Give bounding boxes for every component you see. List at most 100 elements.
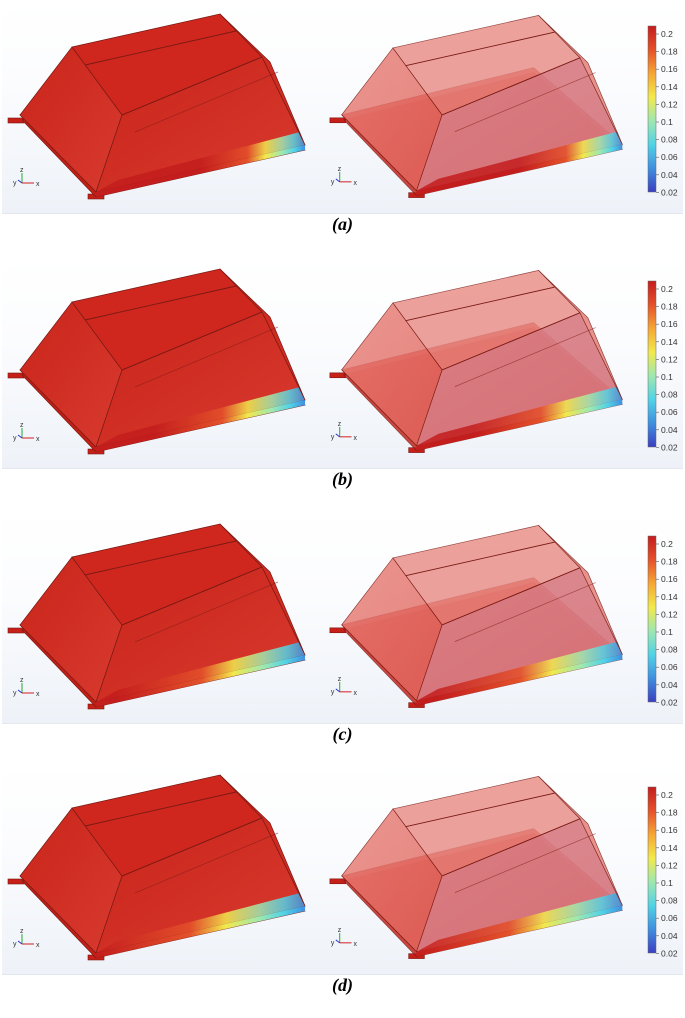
right-face — [538, 270, 623, 400]
colorbar: 0.2 0.18 0.16 0.14 0.12 0.1 0.08 0.06 0.04 0.02 — [647, 535, 678, 706]
colorbar-tick-label: 0.04 — [661, 931, 678, 941]
axis-y-label: y — [331, 179, 335, 186]
axis-triad: zy x — [331, 927, 358, 948]
colorbar-tick-label: 0.16 — [661, 64, 678, 74]
colorbar-tick-label: 0.18 — [661, 302, 678, 312]
colorbar-tick-label: 0.08 — [661, 645, 678, 655]
axis-y-label: y — [13, 180, 17, 187]
colorbar-tick-label: 0.14 — [661, 592, 678, 602]
right-face — [219, 774, 306, 907]
colorbar-tick-label: 0.06 — [661, 152, 678, 162]
right-face — [219, 268, 306, 401]
axis-z-label: z — [20, 167, 24, 174]
colorbar-legend: 0.2 0.18 0.16 0.14 0.12 0.1 0.08 0.06 0.04 0.02 — [640, 534, 685, 706]
colorbar-tick-label: 0.08 — [661, 896, 678, 906]
colorbar-tick-label: 0.02 — [661, 187, 678, 196]
cold-gradient-band — [416, 641, 623, 701]
subfigure-caption: (c) — [332, 724, 353, 744]
colorbar-tick-label: 0.04 — [661, 425, 678, 435]
subfigure-panel: z y x z y x 0.2 0.18 0.16 0.14 0.12 0.1 0.08 0.06 0.04… — [0, 763, 685, 1018]
colorbar-tick-label: 0.1 — [661, 627, 673, 637]
cold-gradient-band — [416, 892, 623, 952]
colorbar: 0.2 0.18 0.16 0.14 0.12 0.1 0.08 0.06 0.04 0.02 — [647, 786, 678, 957]
axis-z-label: z — [338, 927, 342, 934]
inlet-pin — [7, 627, 25, 634]
axis-x-label: x — [36, 181, 40, 188]
colorbar-tick-label: 0.06 — [661, 662, 678, 672]
colorbar-tick-label: 0.18 — [661, 47, 678, 57]
colorbar-tick-label: 0.08 — [661, 135, 678, 145]
cold-gradient-band — [416, 131, 623, 191]
subfigure-caption: (b) — [332, 469, 353, 489]
colorbar-tick-label: 0.12 — [661, 99, 678, 109]
inlet-pin — [7, 117, 25, 124]
cold-edge-strip — [416, 144, 623, 196]
axis-triad: zy x — [331, 421, 358, 442]
colorbar-tick-label: 0.18 — [661, 808, 678, 818]
colorbar-tick-label: 0.12 — [661, 609, 678, 619]
colorbar-tick-label: 0.04 — [661, 680, 678, 690]
cold-gradient-band — [96, 893, 305, 953]
colorbar-tick-label: 0.1 — [661, 372, 673, 382]
axis-y-label: y — [13, 690, 17, 697]
axis-triad: zy x — [13, 167, 40, 188]
tray-model-solid — [7, 523, 306, 710]
tray-model-transparent — [329, 776, 624, 959]
colorbar-gradient — [647, 535, 657, 703]
colorbar-tick-label: 0.2 — [661, 790, 673, 800]
tray-model-transparent — [329, 525, 624, 708]
inlet-pin — [329, 878, 346, 885]
inlet-pin — [329, 627, 346, 634]
tray-model-solid — [7, 13, 306, 200]
right-face — [538, 15, 623, 145]
colorbar-gradient — [647, 25, 657, 193]
axis-y-label: y — [331, 689, 335, 696]
axis-x-label: x — [354, 180, 358, 187]
subfigure-caption: (a) — [332, 214, 353, 234]
colorbar-tick-label: 0.14 — [661, 337, 678, 347]
subfigure-caption: (d) — [332, 975, 353, 995]
axis-x-label: x — [354, 435, 358, 442]
cold-gradient-band — [416, 386, 623, 446]
cold-gradient-band — [96, 387, 305, 447]
colorbar-tick-label: 0.12 — [661, 354, 678, 364]
axis-z-label: z — [20, 928, 24, 935]
axis-z-label: z — [338, 676, 342, 683]
colorbar-tick-label: 0.02 — [661, 442, 678, 451]
axis-z-label: z — [338, 166, 342, 173]
colorbar-tick-label: 0.2 — [661, 29, 673, 39]
inlet-pin — [7, 372, 25, 379]
colorbar-tick-label: 0.06 — [661, 913, 678, 923]
colorbar-tick-label: 0.16 — [661, 319, 678, 329]
right-face — [538, 776, 623, 906]
tray-model-transparent — [329, 270, 624, 453]
inlet-pin — [329, 117, 346, 124]
inlet-pin — [7, 878, 25, 885]
axis-x-label: x — [354, 941, 358, 948]
right-face — [219, 523, 306, 656]
colorbar-tick-label: 0.2 — [661, 284, 673, 294]
axis-triad: zy x — [331, 676, 358, 697]
colorbar-tick-label: 0.14 — [661, 843, 678, 853]
axis-triad: zy x — [13, 677, 40, 698]
cold-edge-strip — [96, 145, 305, 197]
colorbar-legend: 0.2 0.18 0.16 0.14 0.12 0.1 0.08 0.06 0.04 0.02 — [640, 785, 685, 957]
cold-edge-strip — [416, 654, 623, 706]
axis-z-label: z — [338, 421, 342, 428]
colorbar-tick-label: 0.12 — [661, 860, 678, 870]
axis-y-label: y — [331, 940, 335, 947]
axis-x-label: x — [354, 690, 358, 697]
colorbar-tick-label: 0.02 — [661, 697, 678, 706]
colorbar: 0.2 0.18 0.16 0.14 0.12 0.1 0.08 0.06 0.04 0.02 — [647, 25, 678, 196]
colorbar-tick-label: 0.14 — [661, 82, 678, 92]
axis-triad: zy x — [13, 422, 40, 443]
colorbar-tick-label: 0.04 — [661, 170, 678, 180]
axis-triad: zy x — [13, 928, 40, 949]
axis-z-label: z — [20, 422, 24, 429]
axis-triad: zy x — [331, 166, 358, 187]
